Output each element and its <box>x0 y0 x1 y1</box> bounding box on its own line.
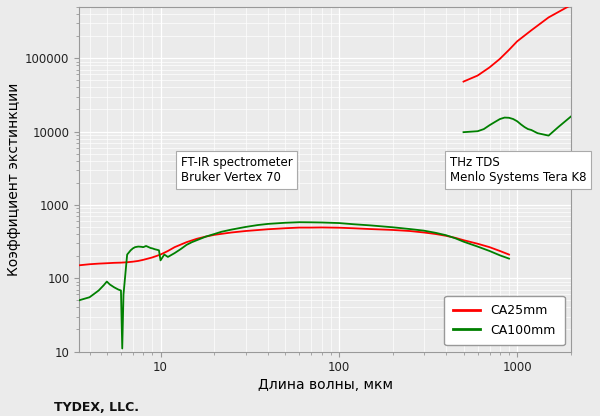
Text: THz TDS
Menlo Systems Tera K8: THz TDS Menlo Systems Tera K8 <box>450 156 587 184</box>
Y-axis label: Коэффициент экстинкции: Коэффициент экстинкции <box>7 82 21 276</box>
Legend: CA25mm, CA100mm: CA25mm, CA100mm <box>444 295 565 345</box>
X-axis label: Длина волны, мкм: Длина волны, мкм <box>257 379 392 392</box>
Text: FT-IR spectrometer
Bruker Vertex 70: FT-IR spectrometer Bruker Vertex 70 <box>181 156 293 184</box>
Text: TYDEX, LLC.: TYDEX, LLC. <box>54 401 139 414</box>
